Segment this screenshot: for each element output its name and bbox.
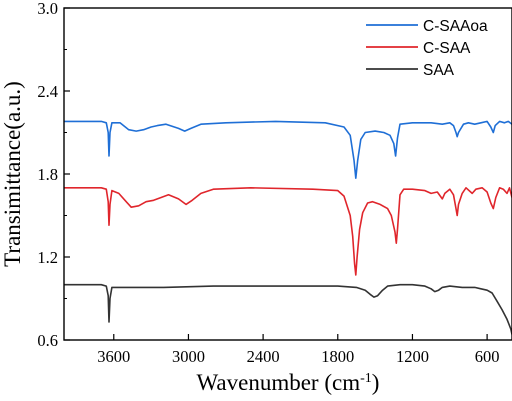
axis-ticks: 3600 3000 2400 1800 1200 600 0.6 1.2 1.8 2.4 3.0 [37, 0, 499, 366]
x-tick-label: 2400 [247, 347, 280, 366]
plot-series-group [64, 120, 512, 335]
x-axis-label-superscript: -1 [360, 371, 372, 386]
x-tick-label: 1800 [321, 347, 354, 366]
y-tick-label: 1.8 [37, 165, 58, 184]
x-axis-label-close: ) [372, 370, 380, 395]
y-tick-label: 1.2 [37, 248, 58, 267]
x-tick-label: 1200 [396, 347, 429, 366]
series-line-saa [64, 283, 512, 335]
plot-frame [63, 7, 512, 341]
y-axis-label: Transimittance(a.u.) [0, 81, 25, 267]
series-line-c-saaoa [64, 120, 512, 179]
y-tick-label: 0.6 [37, 331, 58, 350]
x-tick-label: 3000 [172, 347, 205, 366]
x-axis-label-main: Wavenumber (cm [197, 370, 361, 395]
legend-label: C-SAAoa [423, 18, 488, 35]
legend: C-SAAoa C-SAA SAA [366, 18, 488, 79]
x-tick-label: 600 [475, 347, 500, 366]
x-tick-label: 3600 [97, 347, 130, 366]
y-tick-label: 2.4 [37, 82, 58, 101]
legend-label: C-SAA [423, 40, 471, 57]
y-tick-label: 3.0 [37, 0, 58, 18]
legend-label: SAA [423, 62, 455, 79]
x-axis-label: Wavenumber (cm-1) [197, 370, 380, 395]
series-line-c-saa [64, 187, 512, 276]
